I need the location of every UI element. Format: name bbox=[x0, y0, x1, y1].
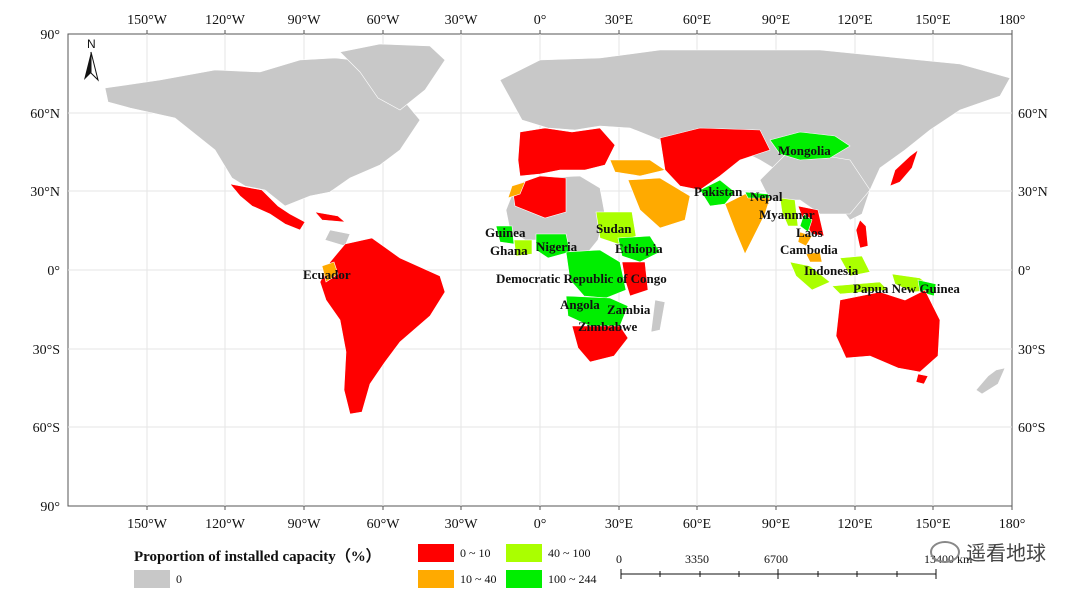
tick-marks bbox=[146, 30, 1013, 510]
lon-label-top: 30°E bbox=[605, 13, 633, 28]
scale-bar-labels: 0 3350 6700 13400 km bbox=[616, 552, 973, 566]
latitude-labels-right: 60°N 30°N 0° 30°S 60°S bbox=[1018, 107, 1048, 436]
north-arrow: N bbox=[84, 37, 99, 82]
legend-swatch bbox=[418, 570, 454, 588]
legend-title: Proportion of installed capacity（%） bbox=[134, 549, 381, 565]
lat-label-left: 90° bbox=[40, 500, 60, 515]
lat-label-right: 0° bbox=[1018, 264, 1031, 279]
lat-label-left: 0° bbox=[47, 264, 60, 279]
lat-label-left: 30°S bbox=[33, 343, 60, 358]
watermark-text: 遥看地球 bbox=[966, 541, 1046, 565]
lat-label-left: 60°S bbox=[33, 421, 60, 436]
lat-label-right: 60°N bbox=[1018, 107, 1048, 122]
svg-text:3350: 3350 bbox=[685, 552, 709, 566]
label-zimbabwe: Zimbabwe bbox=[578, 319, 637, 334]
label-nepal: Nepal bbox=[750, 189, 783, 204]
label-cambodia: Cambodia bbox=[780, 242, 838, 257]
lon-label-top: 60°E bbox=[683, 13, 711, 28]
lon-label-bottom: 150°E bbox=[915, 517, 950, 532]
lon-label-bottom: 0° bbox=[534, 517, 547, 532]
watermark: 遥看地球 bbox=[930, 537, 1046, 566]
legend-item-3: 40 ~ 100 bbox=[506, 544, 591, 562]
legend-swatch bbox=[418, 544, 454, 562]
longitude-labels-top: 150°W 120°W 90°W 60°W 30°W 0° 30°E 60°E 90°E 120°… bbox=[127, 13, 1025, 28]
lat-label-left: 90° bbox=[40, 28, 60, 43]
lon-label-top: 150°W bbox=[127, 13, 168, 28]
lon-label-bottom: 150°W bbox=[127, 517, 168, 532]
lon-label-bottom: 30°W bbox=[445, 517, 479, 532]
country-fills bbox=[229, 127, 941, 415]
lon-label-bottom: 180° bbox=[999, 517, 1026, 532]
lon-label-top: 180° bbox=[999, 13, 1026, 28]
label-laos: Laos bbox=[796, 225, 823, 240]
label-angola: Angola bbox=[560, 297, 600, 312]
legend-swatch bbox=[134, 570, 170, 588]
lon-label-bottom: 120°W bbox=[205, 517, 246, 532]
lat-label-right: 30°S bbox=[1018, 343, 1045, 358]
label-ghana: Ghana bbox=[490, 243, 528, 258]
country-labels: Mongolia Pakistan Nepal Myanmar Laos Cam… bbox=[303, 143, 960, 334]
svg-text:0: 0 bbox=[616, 552, 622, 566]
legend-swatch bbox=[506, 570, 542, 588]
label-myanmar: Myanmar bbox=[759, 207, 815, 222]
lon-label-bottom: 90°W bbox=[288, 517, 322, 532]
lon-label-top: 30°W bbox=[445, 13, 479, 28]
legend-item-0: 0 bbox=[134, 570, 182, 588]
label-indonesia: Indonesia bbox=[804, 263, 859, 278]
lat-label-right: 60°S bbox=[1018, 421, 1045, 436]
lat-label-right: 30°N bbox=[1018, 185, 1048, 200]
legend-item-1: 0 ~ 10 bbox=[418, 544, 491, 562]
legend-swatch bbox=[506, 544, 542, 562]
lon-label-bottom: 90°E bbox=[762, 517, 790, 532]
lon-label-bottom: 60°W bbox=[367, 517, 401, 532]
lon-label-bottom: 30°E bbox=[605, 517, 633, 532]
legend-item-4: 100 ~ 244 bbox=[506, 570, 597, 588]
label-zambia: Zambia bbox=[607, 302, 651, 317]
lon-label-bottom: 120°E bbox=[837, 517, 872, 532]
label-ethiopia: Ethiopia bbox=[615, 241, 663, 256]
lon-label-top: 120°W bbox=[205, 13, 246, 28]
label-mongolia: Mongolia bbox=[778, 143, 831, 158]
wechat-icon bbox=[930, 540, 960, 563]
lon-label-bottom: 60°E bbox=[683, 517, 711, 532]
label-sudan: Sudan bbox=[596, 221, 632, 236]
label-pakistan: Pakistan bbox=[694, 184, 743, 199]
label-ecuador: Ecuador bbox=[303, 267, 351, 282]
north-arrow-left bbox=[84, 52, 91, 80]
lon-label-top: 150°E bbox=[915, 13, 950, 28]
svg-text:N: N bbox=[87, 37, 96, 51]
legend-item-2: 10 ~ 40 bbox=[418, 570, 497, 588]
north-arrow-right bbox=[90, 51, 99, 82]
label-png: Papua New Guinea bbox=[853, 281, 960, 296]
lat-label-left: 30°N bbox=[30, 185, 60, 200]
lon-label-top: 0° bbox=[534, 13, 547, 28]
label-drc: Democratic Republic of Congo bbox=[496, 271, 667, 286]
lon-label-top: 90°W bbox=[288, 13, 322, 28]
lon-label-top: 120°E bbox=[837, 13, 872, 28]
latitude-labels-left: 90° 60°N 30°N 0° 30°S 60°S 90° bbox=[30, 28, 60, 515]
label-guinea: Guinea bbox=[485, 225, 526, 240]
lat-label-left: 60°N bbox=[30, 107, 60, 122]
svg-text:6700: 6700 bbox=[764, 552, 788, 566]
label-nigeria: Nigeria bbox=[536, 239, 578, 254]
lon-label-top: 90°E bbox=[762, 13, 790, 28]
scale-bar bbox=[620, 569, 937, 579]
longitude-labels-bottom: 150°W 120°W 90°W 60°W 30°W 0° 30°E 60°E 90°E 120°… bbox=[127, 517, 1025, 532]
lon-label-top: 60°W bbox=[367, 13, 401, 28]
